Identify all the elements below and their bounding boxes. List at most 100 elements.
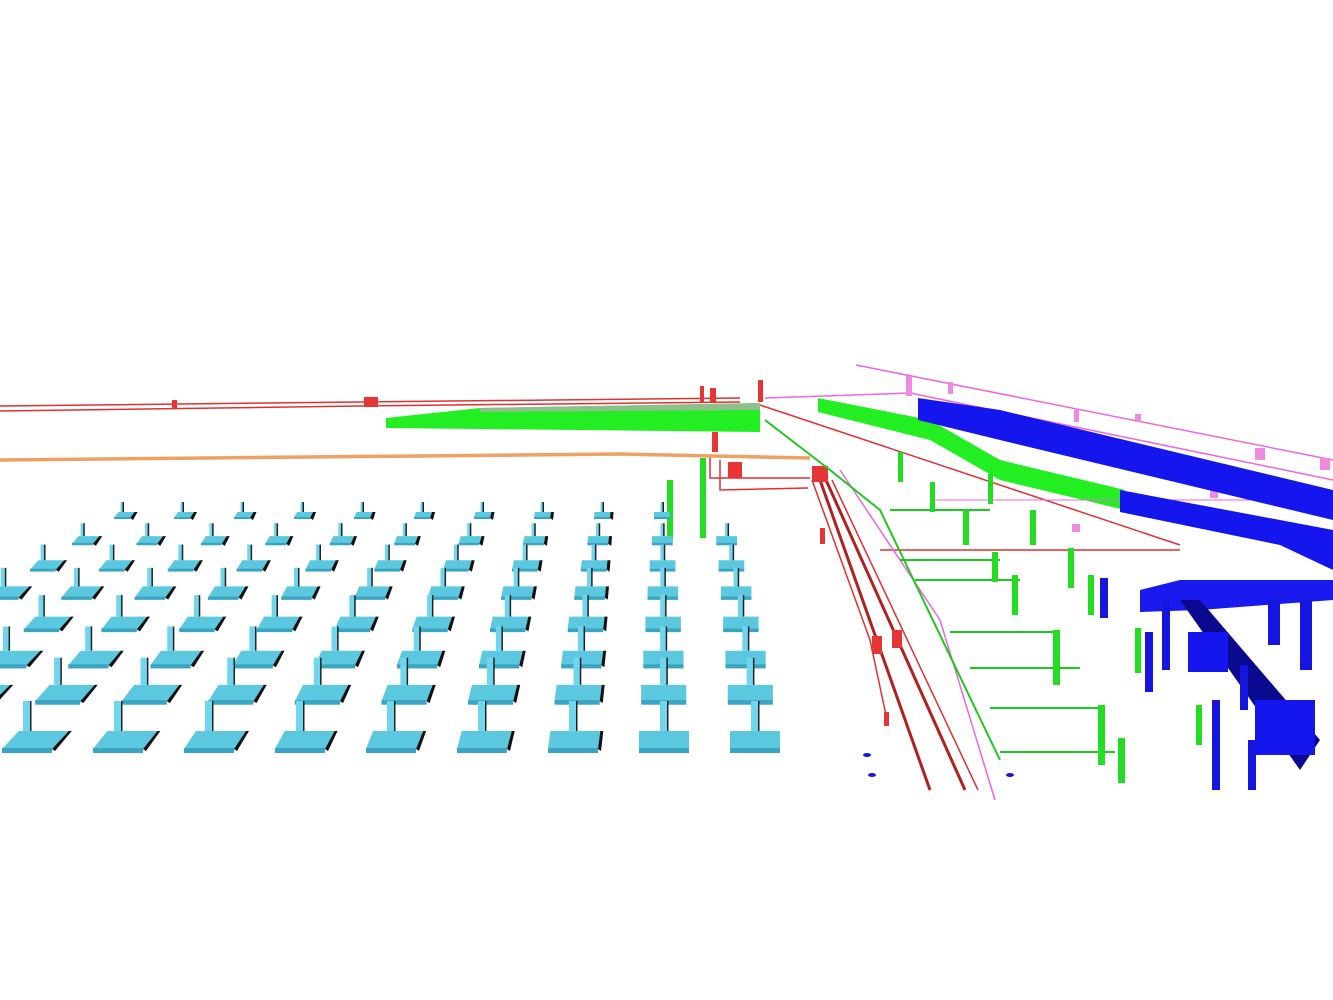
pedestal-edge — [371, 567, 373, 587]
footing — [654, 512, 670, 518]
pedestal-edge — [341, 523, 343, 537]
footing — [639, 731, 689, 749]
footing-side — [723, 628, 759, 633]
pedestal — [74, 567, 80, 587]
footing — [136, 536, 163, 544]
fitting — [906, 376, 912, 396]
pedestal-edge — [602, 502, 604, 512]
footing-side — [234, 517, 250, 519]
fitting — [1255, 448, 1265, 460]
pedestal-edge — [482, 502, 484, 512]
pedestal — [660, 657, 668, 685]
red-pipes — [0, 397, 1181, 791]
footing — [0, 650, 41, 666]
footing-shadow — [416, 731, 427, 751]
footing — [512, 560, 540, 570]
fitting — [1074, 410, 1079, 422]
pedestal — [504, 595, 511, 617]
pedestal-edge — [405, 523, 407, 537]
fitting — [812, 466, 828, 482]
footing-shadow — [253, 684, 267, 704]
footing — [174, 512, 195, 518]
pedestal-edge — [542, 502, 544, 512]
footing — [114, 512, 135, 518]
pedestal-edge — [663, 544, 666, 561]
footing — [232, 650, 282, 666]
footing-shadow — [340, 684, 352, 704]
pedestal — [427, 595, 433, 617]
footing — [93, 731, 158, 749]
pedestal-edge — [758, 701, 760, 731]
pedestal — [23, 701, 31, 731]
footing-side — [468, 700, 514, 705]
pedestal — [587, 567, 593, 587]
footing-shadow — [543, 536, 549, 546]
riser — [1012, 575, 1018, 615]
pedestal-edge — [8, 626, 11, 651]
pipe — [759, 404, 1181, 546]
footing-side — [134, 596, 166, 600]
pedestal — [140, 657, 148, 685]
footing-shadow — [370, 512, 376, 520]
footing-side — [121, 700, 167, 705]
red-fittings — [172, 380, 902, 726]
footing-side — [548, 748, 598, 753]
pipe — [831, 479, 979, 791]
footing — [414, 512, 433, 518]
pedestal-edge — [255, 626, 257, 651]
footing — [294, 512, 314, 518]
footing-side — [366, 748, 416, 753]
footing-side — [236, 568, 263, 572]
footing — [580, 560, 608, 570]
pedestal-edge — [591, 567, 593, 587]
footing-side — [567, 628, 604, 633]
footing-shadow — [124, 560, 136, 572]
footing-shadow — [550, 512, 555, 520]
pedestal — [660, 523, 665, 537]
pedestal — [296, 701, 304, 731]
footing-side — [718, 568, 745, 572]
pedestal — [400, 657, 408, 685]
footing-side — [587, 542, 609, 546]
pedestal — [3, 626, 10, 651]
pedestal-edge — [576, 701, 578, 731]
footing-shadow — [0, 684, 14, 700]
drain — [868, 773, 876, 777]
footing-shadow — [18, 586, 33, 600]
pedestal-edge — [212, 701, 214, 731]
pink-fittings — [906, 376, 1330, 532]
fitting — [758, 380, 763, 402]
pedestal — [313, 657, 322, 685]
column — [1212, 700, 1220, 790]
footing-shadow — [331, 560, 339, 572]
drain — [863, 753, 871, 757]
pedestal — [316, 544, 321, 561]
pedestal-edge — [662, 502, 664, 512]
footing-side — [98, 568, 125, 572]
footing — [381, 684, 433, 702]
pedestal-edge — [224, 567, 227, 587]
pedestal-edge — [406, 657, 409, 685]
footing-shadow — [599, 684, 605, 704]
footing — [101, 616, 148, 630]
pedestal — [724, 523, 729, 537]
footing-shadow — [490, 512, 495, 520]
footing-shadow — [426, 684, 436, 704]
pedestal — [596, 523, 600, 537]
riser — [930, 482, 935, 512]
fitting — [948, 382, 953, 394]
pedestal-edge — [362, 502, 364, 512]
pedestal-edge — [732, 544, 735, 561]
footing — [200, 536, 227, 544]
pedestal — [495, 626, 503, 651]
pedestal — [733, 567, 739, 587]
footing-side — [580, 568, 607, 572]
footing — [730, 731, 780, 749]
footing-side — [512, 568, 538, 572]
footing-side — [207, 596, 239, 600]
pedestal-edge — [298, 567, 300, 587]
footing-shadow — [603, 616, 608, 632]
footing — [184, 731, 246, 749]
pedestal — [293, 567, 299, 587]
pedestal — [180, 502, 184, 512]
